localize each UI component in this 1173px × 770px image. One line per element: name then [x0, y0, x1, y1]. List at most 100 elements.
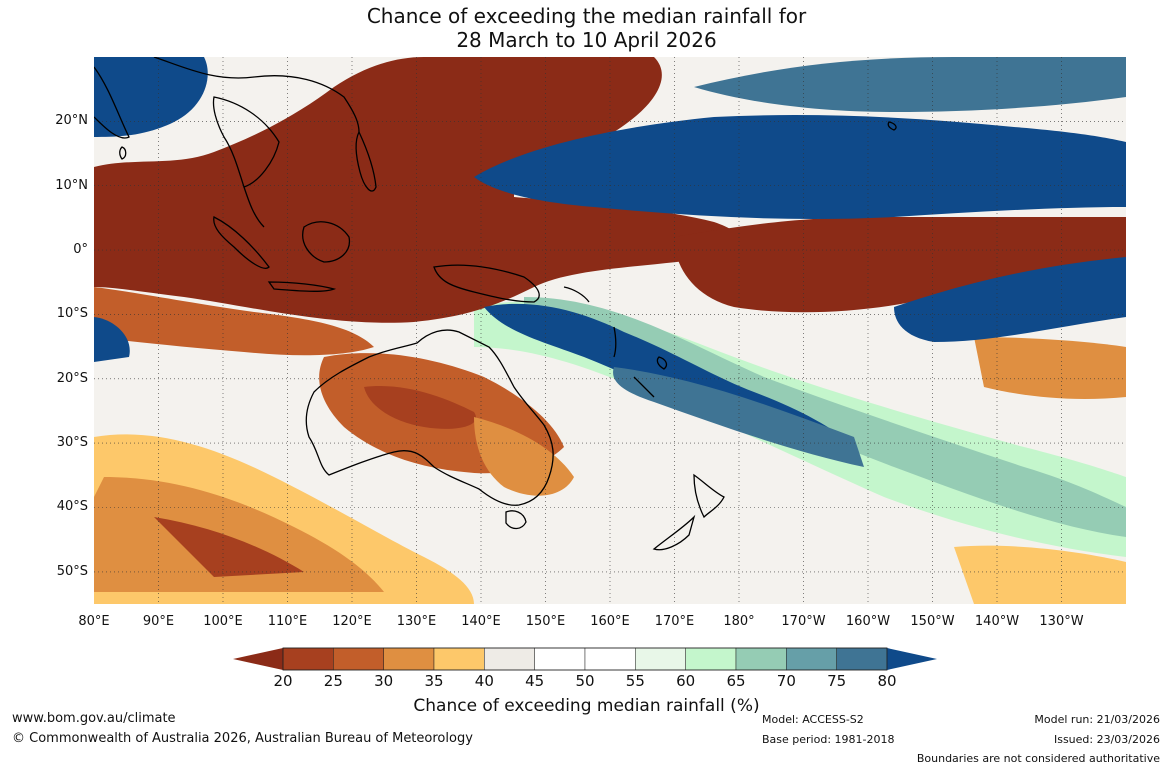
dry-indian-edge	[94, 287, 374, 356]
colorbar-cell	[282, 647, 334, 671]
lon-label: 150°E	[525, 614, 566, 629]
sumatra-outline	[213, 216, 270, 269]
colorbar-title: Chance of exceeding median rainfall (%)	[413, 696, 760, 716]
colorbar-tick-label: 45	[525, 672, 545, 690]
base-period-text: Base period: 1981-2018	[762, 733, 895, 746]
lon-label: 130°E	[396, 614, 437, 629]
colorbar-cell	[685, 647, 737, 671]
lon-label: 100°E	[203, 614, 243, 629]
new-zealand-north-outline	[693, 473, 725, 519]
lon-label: 90°E	[142, 614, 175, 629]
india-outline	[94, 66, 130, 139]
east-orange-patch	[974, 337, 1126, 399]
lon-label: 140°E	[461, 614, 501, 629]
malay-peninsula-outline	[243, 186, 265, 228]
colorbar-tick-label: 60	[676, 672, 696, 690]
colorbar-border	[282, 647, 888, 671]
lat-label: 30°S	[56, 435, 88, 451]
wet-west-patch	[94, 317, 130, 362]
colorbar-cell	[333, 647, 384, 671]
wet-south-pacific-east	[894, 257, 1126, 342]
map-title: Chance of exceeding the median rainfall …	[0, 4, 1173, 52]
lat-label: 20°N	[55, 113, 88, 129]
map-canvas	[94, 57, 1126, 604]
copyright-text: © Commonwealth of Australia 2026, Austra…	[12, 731, 473, 746]
colorbar-tick-label: 65	[726, 672, 746, 690]
wet-nw-corner	[94, 57, 208, 137]
lon-label: 130°W	[1039, 614, 1084, 629]
colorbar-tick-label: 40	[474, 672, 494, 690]
lat-label: 50°S	[56, 563, 88, 579]
colorbar-tick-label: 75	[827, 672, 847, 690]
colorbar-tick-label: 25	[323, 672, 343, 690]
new-zealand-south-outline	[652, 514, 696, 551]
java-outline	[267, 281, 337, 292]
dry-australia-core	[364, 386, 476, 429]
southern-dark-patch	[154, 517, 304, 577]
australia-outline	[305, 329, 554, 506]
wet-coral-edge	[613, 367, 864, 467]
colorbar-cell	[836, 647, 888, 671]
lat-label: 40°S	[56, 499, 88, 515]
solomon-islands-outline	[563, 286, 590, 303]
dry-west-pacific	[94, 57, 741, 323]
lat-label: 20°S	[56, 370, 88, 386]
lat-label: 10°N	[55, 177, 88, 193]
model-run-text: Model run: 21/03/2026	[1034, 713, 1160, 726]
indochina-outline	[212, 96, 280, 188]
lon-label: 160°E	[590, 614, 630, 629]
graticule	[94, 57, 1126, 604]
colorbar-cells	[282, 647, 888, 671]
bom-url-link[interactable]: www.bom.gov.au/climate	[12, 711, 176, 726]
philippines-outline	[355, 130, 377, 192]
colorbar-cell	[584, 647, 636, 671]
map-title-line1: Chance of exceeding the median rainfall …	[366, 4, 807, 28]
colorbar-cell	[786, 647, 837, 671]
issued-text: Issued: 23/03/2026	[1053, 733, 1160, 746]
new-caledonia-outline	[633, 376, 655, 398]
tasmania-outline	[505, 510, 527, 530]
colorbar-cell	[484, 647, 535, 671]
hawaii-outline	[887, 121, 897, 131]
colorbar-tick-label: 70	[776, 672, 796, 690]
lon-label: 80°E	[78, 614, 110, 629]
lon-label: 120°E	[332, 614, 372, 629]
colorbar-cell	[735, 647, 787, 671]
rainfall-probability-map[interactable]	[94, 57, 1126, 604]
lon-label: 150°W	[910, 614, 955, 629]
colorbar	[233, 647, 937, 671]
colorbar-tick-label: 30	[374, 672, 394, 690]
dry-central-pacific	[674, 217, 1126, 313]
asia-coast-outline	[153, 57, 360, 133]
lon-label: 180°	[723, 614, 755, 629]
map-title-line2: 28 March to 10 April 2026	[456, 28, 717, 52]
wet-north-edge	[694, 57, 1126, 112]
sri-lanka-outline	[119, 146, 127, 160]
lon-label: 170°W	[781, 614, 826, 629]
lon-label: 110°E	[267, 614, 308, 629]
fiji-outline	[656, 356, 668, 370]
lon-label: 140°W	[974, 614, 1020, 629]
lat-label: 10°S	[56, 306, 88, 322]
colorbar-tick-label: 35	[424, 672, 444, 690]
colorbar-above-arrow	[887, 648, 937, 670]
colorbar-cell	[534, 647, 586, 671]
model-text: Model: ACCESS-S2	[762, 713, 864, 726]
wet-north-pacific	[474, 115, 1126, 219]
southern-orange-patch	[94, 477, 384, 592]
colorbar-tick-label: 50	[575, 672, 595, 690]
disclaimer-text: Boundaries are not considered authoritat…	[916, 752, 1160, 765]
new-guinea-outline	[433, 264, 540, 303]
coastlines	[94, 57, 897, 551]
lon-label: 170°E	[654, 614, 695, 629]
lon-label: 160°W	[845, 614, 891, 629]
colorbar-cell	[433, 647, 485, 671]
colorbar-tick-label: 20	[273, 672, 293, 690]
colorbar-cell	[635, 647, 686, 671]
colorbar-below-arrow	[233, 648, 283, 670]
colorbar-tick-label: 55	[625, 672, 645, 690]
colorbar-cell	[383, 647, 435, 671]
colorbar-tick-label: 80	[877, 672, 897, 690]
borneo-outline	[302, 221, 351, 263]
vanuatu-outline	[613, 326, 617, 358]
